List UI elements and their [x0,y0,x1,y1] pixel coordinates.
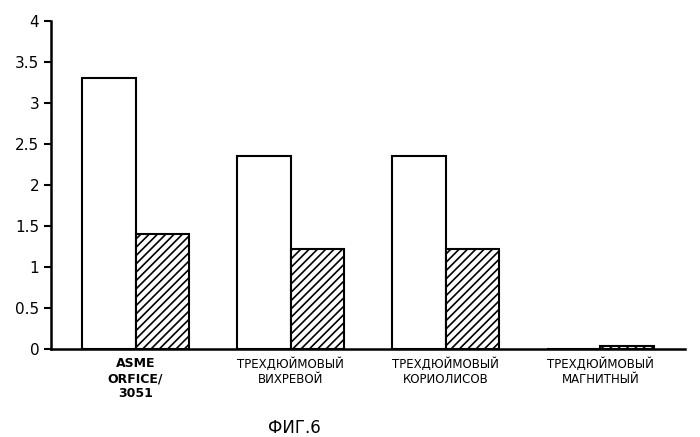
Bar [290,249,344,349]
Bar [237,156,290,349]
Bar [136,234,189,349]
Bar [392,156,445,349]
Bar [601,346,654,349]
Bar [82,78,136,349]
Text: ФИГ.6: ФИГ.6 [267,419,321,437]
Bar [445,249,499,349]
